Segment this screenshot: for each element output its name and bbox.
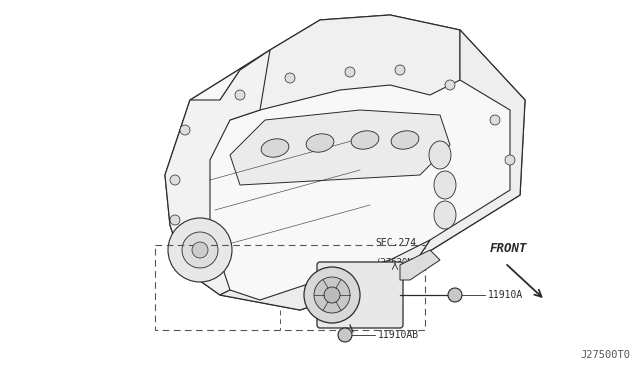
Circle shape xyxy=(448,288,462,302)
FancyBboxPatch shape xyxy=(317,262,403,328)
Polygon shape xyxy=(220,240,430,310)
Polygon shape xyxy=(165,50,270,295)
Circle shape xyxy=(304,267,360,323)
Circle shape xyxy=(490,115,500,125)
Text: 11910AB: 11910AB xyxy=(378,330,419,340)
Text: FRONT: FRONT xyxy=(490,242,527,255)
Circle shape xyxy=(168,218,232,282)
Ellipse shape xyxy=(391,131,419,149)
Circle shape xyxy=(338,328,352,342)
Text: J27500T0: J27500T0 xyxy=(580,350,630,360)
Ellipse shape xyxy=(429,141,451,169)
Circle shape xyxy=(395,65,405,75)
Circle shape xyxy=(314,277,350,313)
Circle shape xyxy=(170,175,180,185)
Polygon shape xyxy=(220,15,460,120)
Polygon shape xyxy=(400,250,440,280)
Circle shape xyxy=(445,80,455,90)
Polygon shape xyxy=(375,30,525,285)
Circle shape xyxy=(182,232,218,268)
Circle shape xyxy=(192,242,208,258)
Ellipse shape xyxy=(261,139,289,157)
Circle shape xyxy=(235,90,245,100)
Polygon shape xyxy=(165,15,525,310)
Circle shape xyxy=(180,125,190,135)
Circle shape xyxy=(345,67,355,77)
Ellipse shape xyxy=(306,134,334,152)
Text: 11910A: 11910A xyxy=(488,290,524,300)
Circle shape xyxy=(170,215,180,225)
Text: (27630N): (27630N) xyxy=(375,258,418,267)
Bar xyxy=(155,245,425,330)
Text: SEC.274: SEC.274 xyxy=(375,238,416,248)
Polygon shape xyxy=(230,110,450,185)
Ellipse shape xyxy=(434,201,456,229)
Ellipse shape xyxy=(351,131,379,149)
Ellipse shape xyxy=(434,171,456,199)
Circle shape xyxy=(285,73,295,83)
Circle shape xyxy=(505,155,515,165)
Circle shape xyxy=(324,287,340,303)
